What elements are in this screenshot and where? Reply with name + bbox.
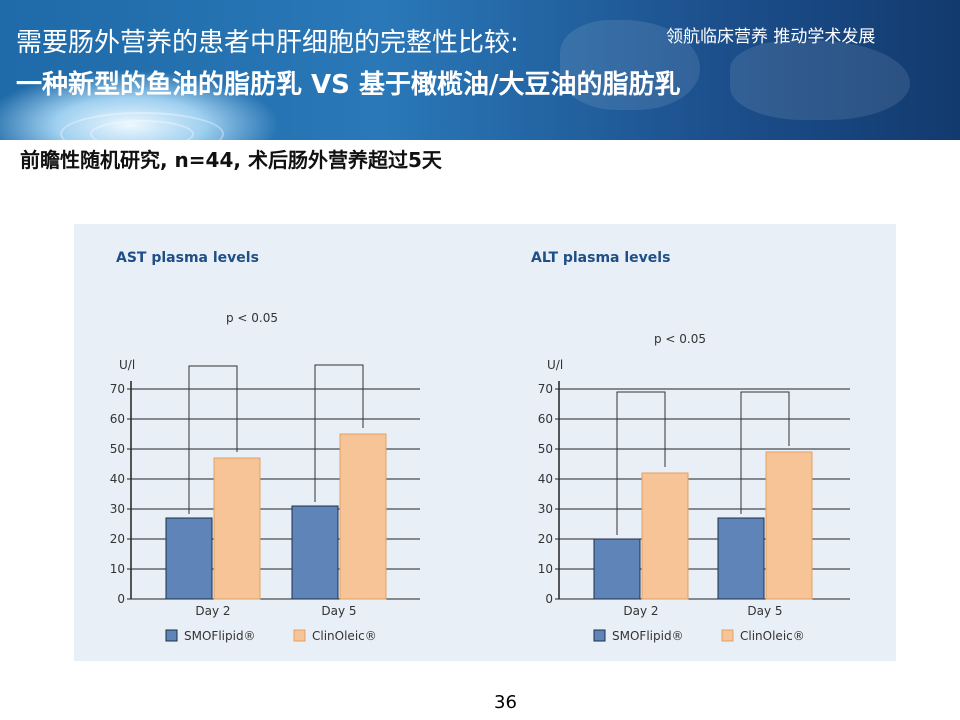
title-banner: 需要肠外营养的患者中肝细胞的完整性比较: 一种新型的鱼油的脂肪乳 VS 基于橄榄… — [0, 0, 960, 140]
legend-swatch — [593, 629, 606, 642]
p-value-annotation: p < 0.05 — [226, 311, 278, 325]
page-title-line1: 需要肠外营养的患者中肝细胞的完整性比较: — [16, 28, 519, 58]
legend-swatch — [721, 629, 734, 642]
significance-bracket — [740, 391, 790, 514]
y-tick-label: 40 — [110, 472, 125, 486]
chart-panel: AST plasma levels U/l 0 10 20 30 40 50 60 70 Day 2… — [74, 224, 896, 661]
slogan: 领航临床营养 推动学术发展 — [666, 27, 876, 47]
legend-swatch — [293, 629, 306, 642]
y-axis-label: U/l — [119, 358, 135, 372]
chart-title: AST plasma levels — [116, 250, 259, 266]
page-title-line2: 一种新型的鱼油的脂肪乳 VS 基于橄榄油/大豆油的脂肪乳 — [16, 70, 681, 100]
legend-label: SMOFlipid® — [612, 629, 684, 643]
y-tick-label: 20 — [538, 532, 553, 546]
y-tick-label: 50 — [538, 442, 553, 456]
y-tick-label: 30 — [110, 502, 125, 516]
significance-bracket — [616, 391, 666, 535]
legend-label: ClinOleic® — [312, 629, 377, 643]
ripple-ring — [90, 120, 194, 140]
significance-bracket — [314, 364, 364, 502]
bar — [339, 433, 387, 600]
y-tick-label: 70 — [538, 382, 553, 396]
legend-label: ClinOleic® — [740, 629, 805, 643]
x-tick-label: Day 5 — [747, 604, 782, 618]
study-subtitle: 前瞻性随机研究, n=44, 术后肠外营养超过5天 — [20, 148, 442, 172]
y-tick-label: 60 — [110, 412, 125, 426]
y-tick-label: 40 — [538, 472, 553, 486]
y-tick-label: 0 — [117, 592, 125, 606]
bar — [213, 457, 261, 600]
y-tick-label: 50 — [110, 442, 125, 456]
significance-bracket — [188, 365, 238, 514]
x-tick-label: Day 2 — [623, 604, 658, 618]
y-tick-label: 70 — [110, 382, 125, 396]
page-number: 36 — [494, 692, 517, 713]
bar — [641, 472, 689, 600]
charts-svg: AST plasma levels U/l 0 10 20 30 40 50 60 70 Day 2… — [110, 250, 850, 643]
y-axis-label: U/l — [547, 358, 563, 372]
x-tick-label: Day 5 — [321, 604, 356, 618]
bar — [165, 517, 213, 600]
p-value-annotation: p < 0.05 — [654, 332, 706, 346]
bar — [717, 517, 765, 600]
legend-label: SMOFlipid® — [184, 629, 256, 643]
legend-swatch — [165, 629, 178, 642]
y-tick-label: 60 — [538, 412, 553, 426]
y-tick-label: 20 — [110, 532, 125, 546]
y-tick-label: 10 — [110, 562, 125, 576]
x-tick-label: Day 2 — [195, 604, 230, 618]
y-tick-label: 30 — [538, 502, 553, 516]
y-tick-label: 0 — [545, 592, 553, 606]
chart-title: ALT plasma levels — [531, 250, 670, 266]
bar — [765, 451, 813, 600]
bar — [291, 505, 339, 600]
world-map-decoration — [730, 40, 910, 120]
world-map-decoration — [560, 20, 700, 110]
bar — [593, 538, 641, 600]
y-tick-label: 10 — [538, 562, 553, 576]
